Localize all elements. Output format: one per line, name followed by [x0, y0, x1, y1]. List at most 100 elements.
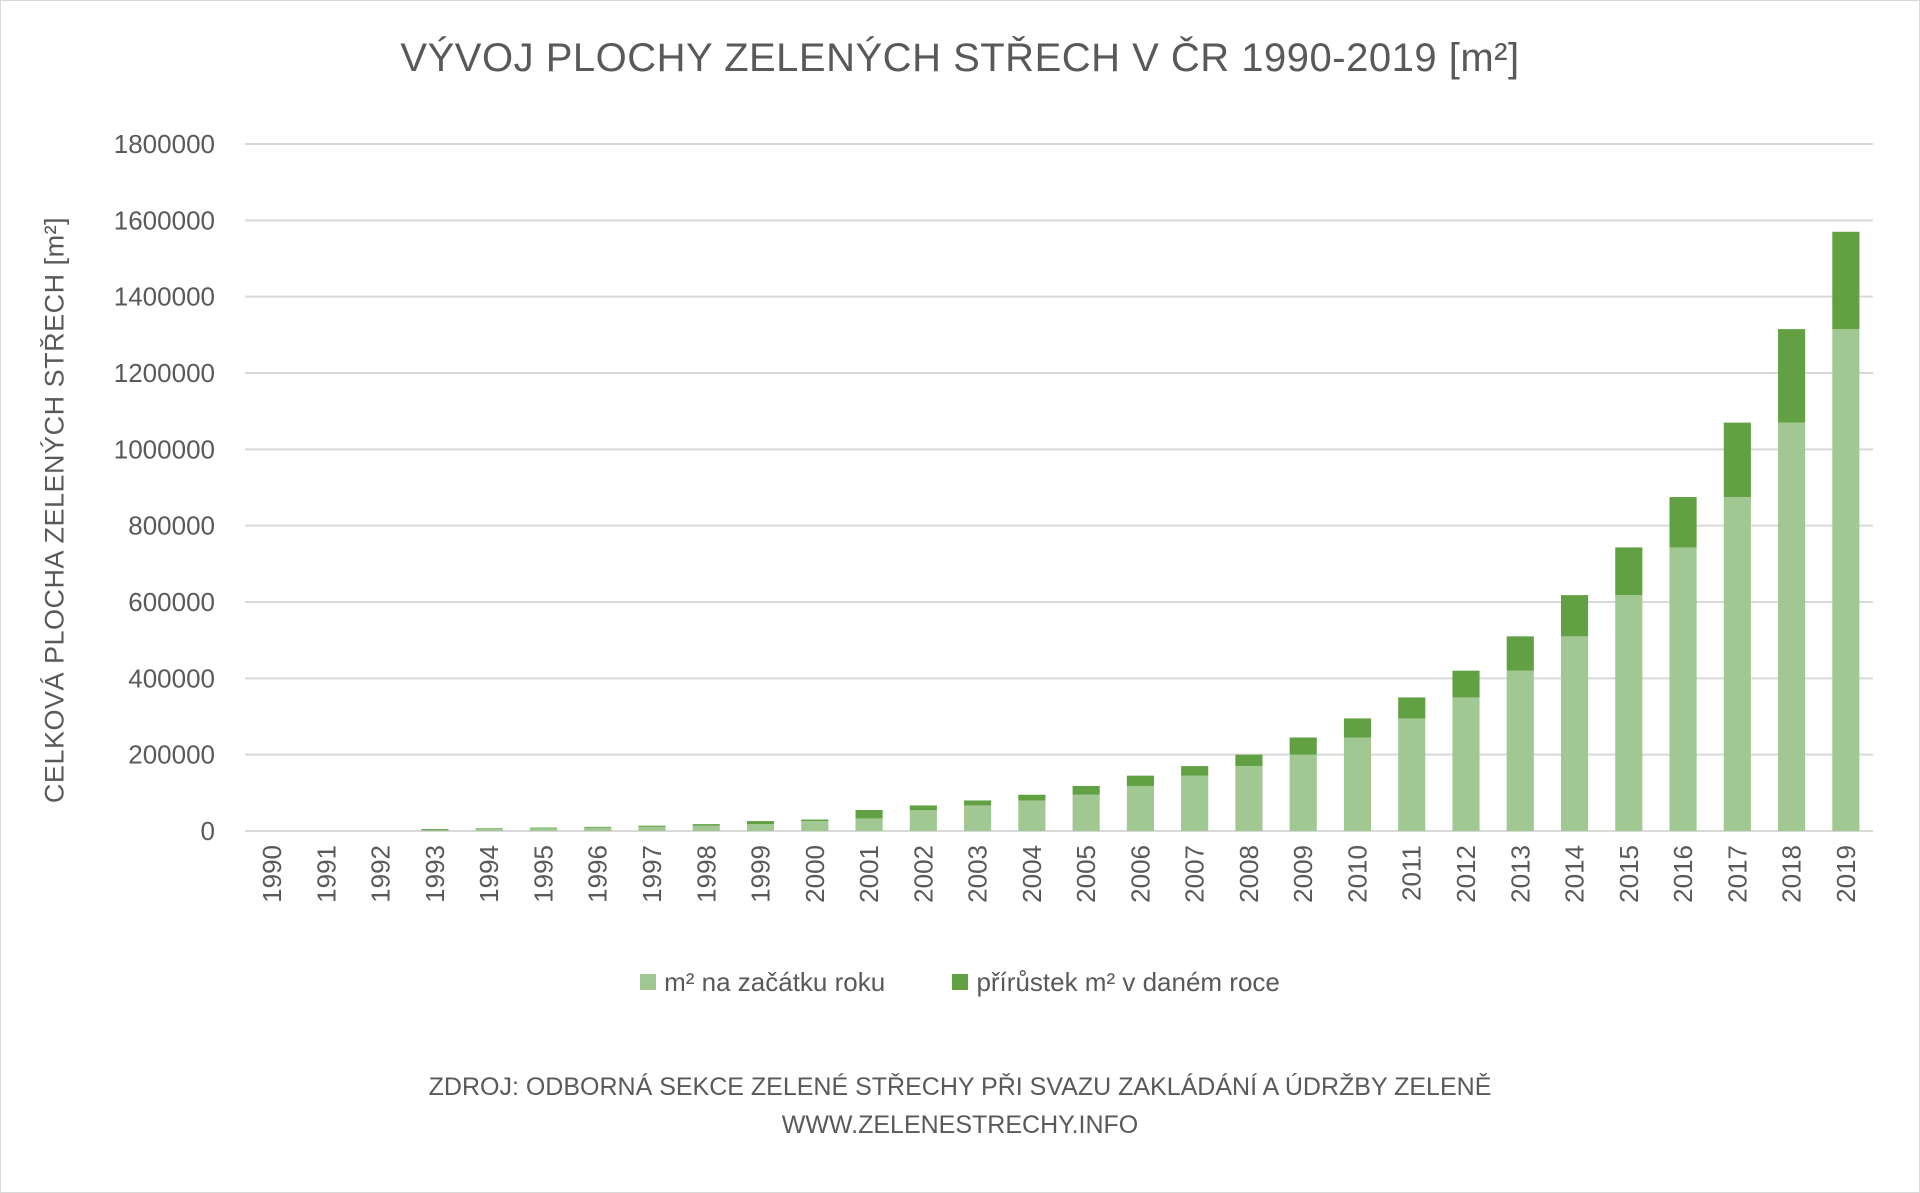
x-tick-label: 1997 — [637, 845, 667, 903]
legend-label-base: m² na začátku roku — [664, 966, 886, 997]
bar-base — [1289, 754, 1317, 831]
x-tick-label: 2012 — [1451, 845, 1481, 903]
x-tick-label: 1994 — [474, 845, 504, 903]
bar-base — [1072, 794, 1100, 831]
x-tick-label: 1992 — [366, 845, 396, 903]
y-tick-labels: 0 200000 400000 600000 800000 1000000 1200000 1… — [114, 129, 215, 846]
y-tick-label: 1400000 — [114, 282, 215, 312]
bar-base — [855, 818, 883, 831]
bar-base — [692, 825, 720, 831]
bar-base — [1452, 697, 1480, 831]
x-tick-label: 2002 — [908, 845, 938, 903]
bar-increment — [909, 805, 937, 811]
bar-increment — [1072, 785, 1100, 795]
bar-increment — [421, 829, 449, 831]
bar-base — [1506, 670, 1534, 831]
bar-base — [1181, 775, 1209, 831]
bars — [421, 231, 1860, 831]
bar-increment — [529, 827, 558, 829]
y-tick-label: 400000 — [128, 663, 215, 693]
x-tick-label: 1990 — [257, 845, 287, 903]
bar-increment — [1560, 595, 1589, 637]
bar-increment — [638, 825, 666, 827]
x-tick-label: 1999 — [746, 845, 776, 903]
x-tick-label: 2019 — [1831, 845, 1861, 903]
x-tick-label: 1991 — [311, 845, 341, 903]
bar-base — [1560, 636, 1589, 831]
bar-base — [529, 828, 558, 831]
bar-increment — [1126, 775, 1154, 786]
x-tick-label: 2001 — [854, 845, 884, 903]
bar-base — [1615, 595, 1643, 831]
source-note: ZDROJ: ODBORNÁ SEKCE ZELENÉ STŘECHY PŘI … — [0, 1068, 1920, 1144]
y-tick-label: 1000000 — [114, 434, 215, 464]
y-tick-label: 1200000 — [114, 358, 215, 388]
bar-increment — [1181, 766, 1209, 776]
bar-increment — [1506, 636, 1534, 671]
bar-increment — [584, 826, 612, 828]
bar-increment — [692, 824, 720, 826]
bar-increment — [1018, 794, 1046, 801]
x-tick-label: 1995 — [528, 845, 558, 903]
x-tick-label: 2008 — [1234, 845, 1264, 903]
grid-lines — [245, 143, 1873, 832]
bar-increment — [1723, 422, 1751, 498]
bar-base — [1723, 497, 1751, 831]
x-tick-label: 1996 — [583, 845, 613, 903]
bar-base — [1398, 718, 1426, 831]
y-tick-label: 800000 — [128, 511, 215, 541]
bar-base — [1778, 422, 1806, 831]
bar-increment — [964, 800, 992, 806]
x-tick-label: 2000 — [800, 845, 830, 903]
y-tick-label: 1800000 — [114, 129, 215, 159]
x-tick-label: 2006 — [1125, 845, 1155, 903]
legend-label-increment: přírůstek m² v daném roce — [976, 966, 1280, 997]
legend: m² na začátku roku přírůstek m² v daném … — [0, 966, 1920, 998]
x-tick-labels: 1990 1991 1992 1993 1994 1995 1996 1997 1998 1999… — [257, 845, 1861, 903]
x-tick-label: 2016 — [1668, 845, 1698, 903]
y-tick-label: 600000 — [128, 587, 215, 617]
bar-increment — [1615, 547, 1643, 596]
x-tick-label: 2017 — [1722, 845, 1752, 903]
bar-base — [801, 821, 829, 831]
x-tick-label: 2015 — [1614, 845, 1644, 903]
bar-base — [1018, 800, 1046, 831]
bar-increment — [801, 819, 829, 822]
bar-base — [1832, 329, 1860, 831]
bar-base — [638, 826, 666, 831]
bar-increment — [1832, 231, 1860, 330]
bar-base — [1669, 547, 1697, 831]
x-tick-label: 2005 — [1071, 845, 1101, 903]
legend-item-increment: přírůstek m² v daném roce — [952, 966, 1280, 998]
legend-item-base: m² na začátku roku — [640, 967, 885, 998]
x-tick-label: 2018 — [1777, 845, 1807, 903]
bar-chart: 0 200000 400000 600000 800000 1000000 1200000 1… — [114, 129, 1873, 903]
source-line-2: WWW.ZELENESTRECHY.INFO — [781, 1111, 1139, 1139]
source-line-1: ZDROJ: ODBORNÁ SEKCE ZELENÉ STŘECHY PŘI … — [428, 1073, 1492, 1101]
bar-base — [421, 830, 449, 831]
bar-increment — [1235, 754, 1263, 767]
x-tick-label: 2009 — [1288, 845, 1318, 903]
bar-increment — [475, 828, 503, 830]
bar-base — [909, 810, 937, 831]
bar-increment — [1669, 497, 1697, 548]
bar-increment — [1778, 329, 1806, 423]
bar-increment — [1289, 737, 1317, 755]
x-tick-label: 2014 — [1560, 845, 1590, 903]
legend-swatch-increment — [952, 974, 969, 990]
x-tick-label: 1998 — [691, 845, 721, 903]
y-tick-label: 0 — [201, 816, 215, 846]
x-tick-label: 2010 — [1342, 845, 1372, 903]
bar-base — [1126, 785, 1154, 831]
x-tick-label: 2013 — [1505, 845, 1535, 903]
x-tick-label: 2003 — [963, 845, 993, 903]
bar-base — [964, 805, 992, 831]
x-tick-label: 2011 — [1397, 845, 1427, 901]
bar-base — [584, 827, 612, 831]
bar-base — [1235, 766, 1263, 831]
x-tick-label: 2007 — [1180, 845, 1210, 903]
bar-base — [475, 829, 503, 831]
bar-increment — [1398, 697, 1426, 719]
bar-base — [746, 824, 775, 831]
